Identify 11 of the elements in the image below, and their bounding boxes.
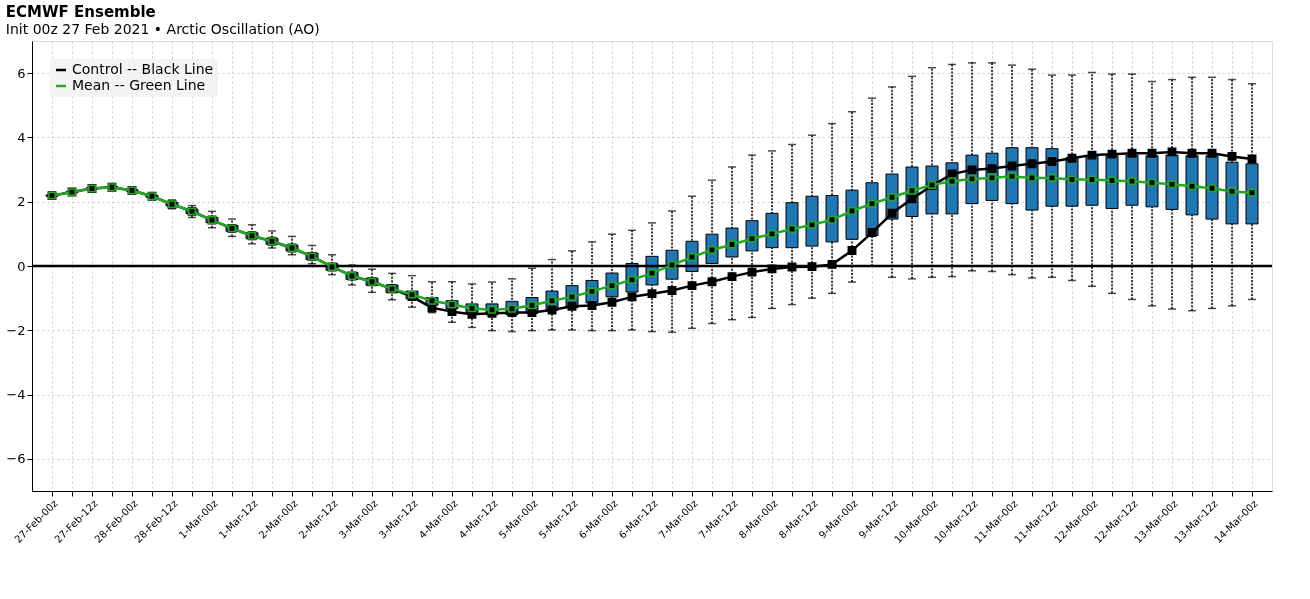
chart-title: ECMWF Ensemble	[5, 3, 156, 21]
legend-label: Mean -- Green Line	[72, 77, 206, 93]
y-tick-label: −6	[6, 451, 26, 467]
y-tick-label: −4	[6, 387, 26, 403]
y-tick-label: 2	[17, 194, 26, 210]
y-tick-label: −2	[6, 322, 26, 338]
y-tick-label: 4	[17, 129, 26, 145]
y-tick-label: 0	[17, 258, 26, 274]
legend-label: Control -- Black Line	[72, 61, 214, 77]
y-tick-label: 6	[17, 65, 26, 81]
chart-subtitle: Init 00z 27 Feb 2021 • Arctic Oscillation (AO)	[5, 21, 320, 37]
